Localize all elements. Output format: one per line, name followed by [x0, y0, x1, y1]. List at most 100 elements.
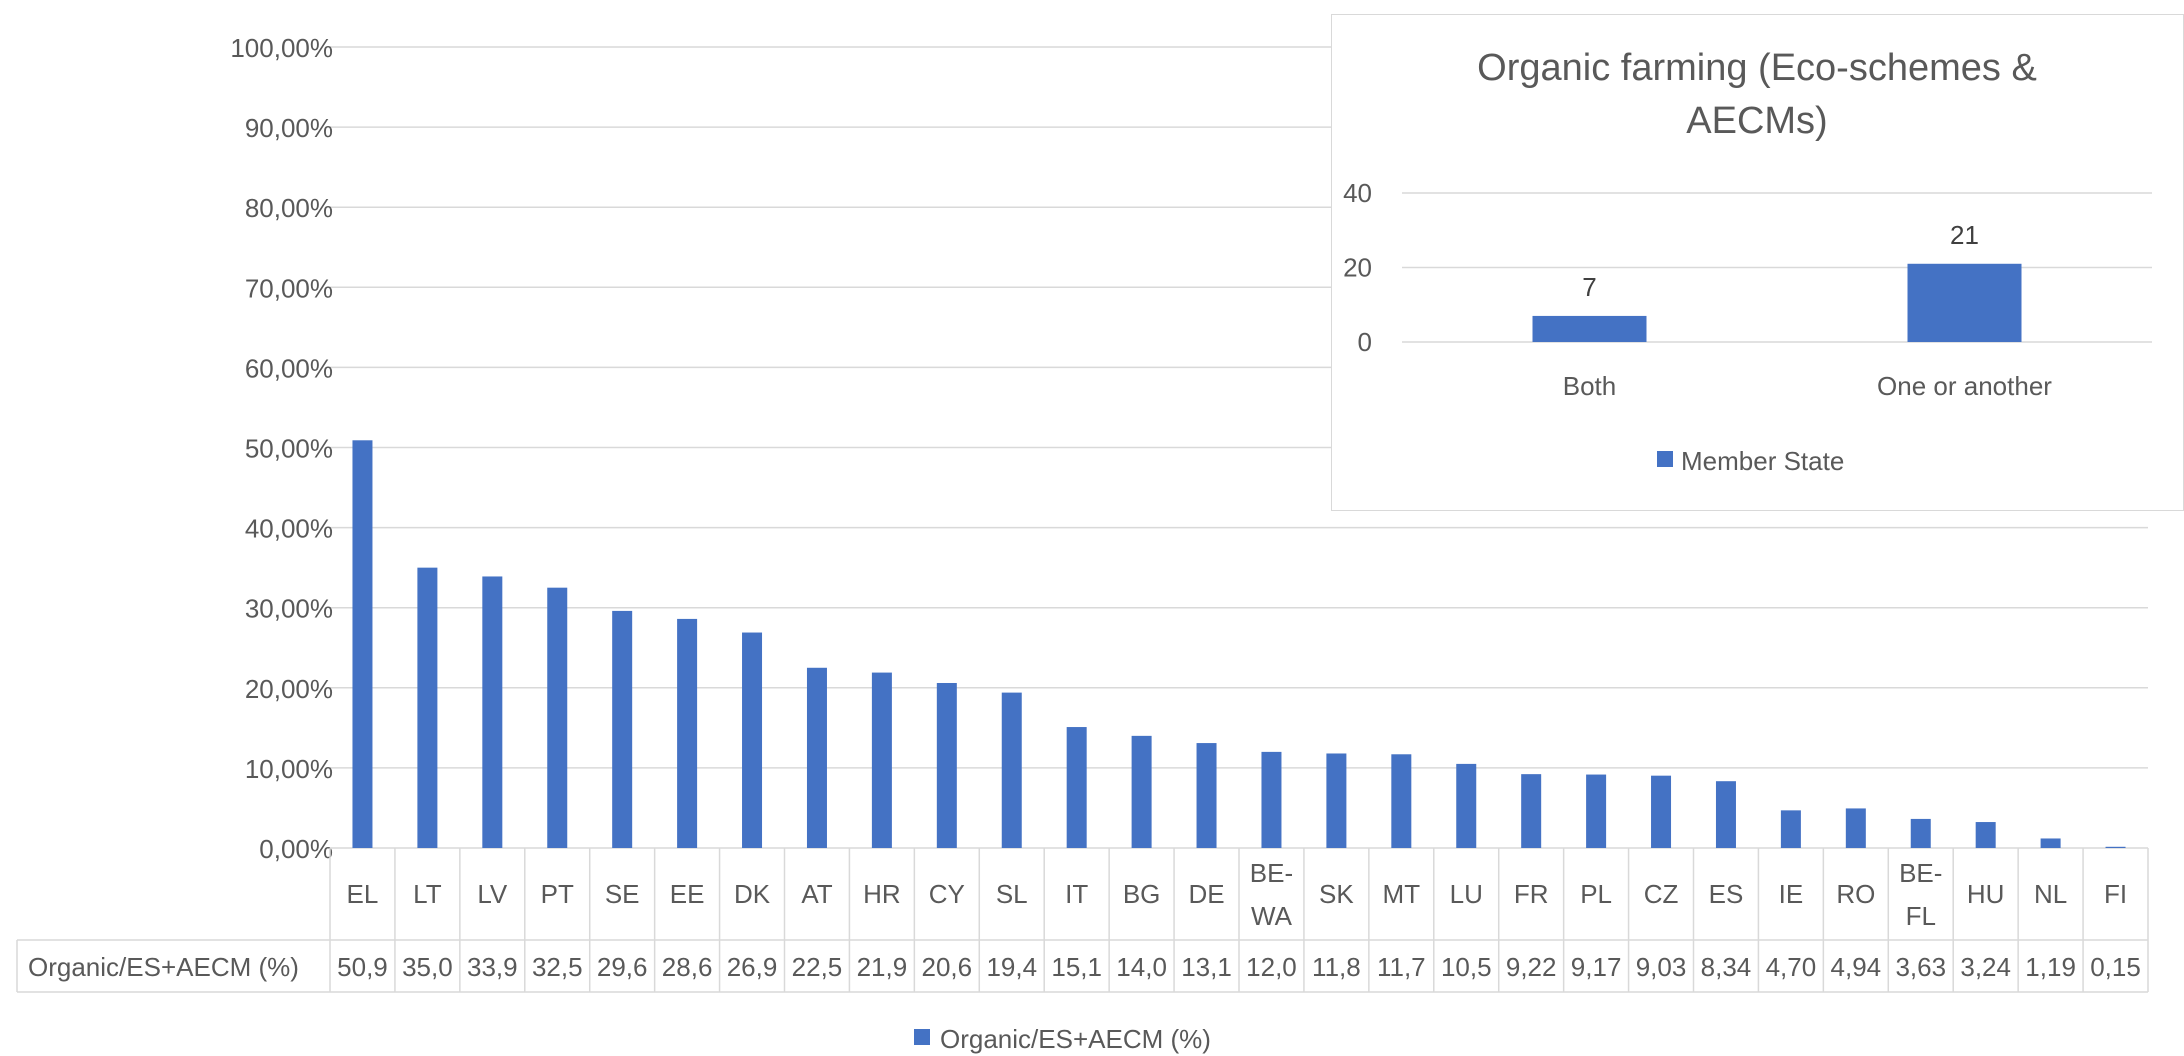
x-category-label: PL: [1580, 879, 1612, 909]
y-tick-label: 70,00%: [245, 273, 333, 303]
y-tick-label: 0,00%: [259, 834, 333, 864]
bar-es: [1715, 781, 1736, 848]
x-category-label: AT: [801, 879, 832, 909]
y-tick-label: 30,00%: [245, 594, 333, 624]
bar-de: [1196, 743, 1217, 848]
bar-nl: [2040, 838, 2061, 848]
x-category-label: PT: [541, 879, 574, 909]
bar-ro: [1845, 808, 1866, 848]
x-category-label: FI: [2104, 879, 2127, 909]
y-tick-label: 40,00%: [245, 514, 333, 544]
table-value: 11,8: [1312, 952, 1361, 982]
table-value: 13,1: [1181, 952, 1232, 982]
x-category-label: BE-FL: [1899, 858, 1942, 931]
table-value: 9,03: [1636, 952, 1687, 982]
bar-hu: [1975, 822, 1996, 848]
x-category-label: LV: [477, 879, 508, 909]
x-category-label: RO: [1836, 879, 1875, 909]
inset-y-tick-label: 40: [1343, 178, 1372, 208]
y-tick-label: 10,00%: [245, 754, 333, 784]
y-tick-label: 80,00%: [245, 193, 333, 223]
x-category-label: CZ: [1644, 879, 1679, 909]
bar-bg: [1131, 735, 1152, 848]
legend-swatch: [914, 1029, 930, 1045]
table-value: 33,9: [467, 952, 518, 982]
y-tick-label: 100,00%: [230, 33, 333, 63]
table-value: 29,6: [597, 952, 648, 982]
bar-el: [352, 440, 373, 848]
inset-legend-swatch: [1657, 451, 1673, 467]
table-value: 9,17: [1571, 952, 1622, 982]
x-category-label: IT: [1065, 879, 1088, 909]
bar-lv: [482, 576, 503, 848]
table-value: 50,9: [337, 952, 388, 982]
data-table: [16, 847, 2149, 993]
table-value: 3,63: [1895, 952, 1946, 982]
table-value: 11,7: [1377, 952, 1426, 982]
bar-sk: [1326, 753, 1347, 848]
inset-bar-chart: Organic farming (Eco-schemes & AECMs) 0 20 4…: [1343, 47, 2152, 476]
inset-data-label: 21: [1950, 220, 1979, 250]
bar-mt: [1391, 754, 1412, 848]
x-category-label: SK: [1319, 879, 1354, 909]
bar-be-fl: [1910, 818, 1931, 848]
bar-at: [806, 667, 827, 848]
y-tick-label: 60,00%: [245, 353, 333, 383]
table-value: 9,22: [1506, 952, 1557, 982]
x-category-label: EE: [670, 879, 705, 909]
bar-dk: [742, 632, 763, 848]
x-category-label: BE-WA: [1250, 858, 1293, 931]
y-tick-label: 20,00%: [245, 674, 333, 704]
bar-ee: [677, 618, 698, 848]
inset-y-tick-label: 20: [1343, 253, 1372, 283]
bar-be-wa: [1261, 751, 1282, 848]
legend: Organic/ES+AECM (%): [914, 1024, 1211, 1054]
bar-fi: [2105, 846, 2126, 848]
bar-hr: [871, 672, 892, 848]
bar-lu: [1456, 763, 1477, 848]
table-value: 15,1: [1051, 952, 1102, 982]
table-value: 19,4: [986, 952, 1037, 982]
inset-chart-title: Organic farming (Eco-schemes &: [1477, 47, 2037, 89]
x-category-label: FR: [1514, 879, 1549, 909]
bar-it: [1066, 727, 1087, 848]
table-row-label: Organic/ES+AECM (%): [28, 952, 299, 982]
table-value: 32,5: [532, 952, 583, 982]
inset-category-label: Both: [1563, 371, 1617, 401]
x-category-label: SE: [605, 879, 640, 909]
inset-chart-title: AECMs): [1686, 100, 1827, 142]
x-category-label: DK: [734, 879, 771, 909]
table-value: 22,5: [792, 952, 843, 982]
table-value: 35,0: [402, 952, 453, 982]
bar-pl: [1586, 774, 1607, 848]
table-value: 26,9: [727, 952, 778, 982]
x-category-label: DE: [1188, 879, 1224, 909]
bar-fr: [1521, 774, 1542, 848]
x-category-label: SL: [996, 879, 1028, 909]
bar-cy: [936, 682, 957, 848]
bar-cz: [1651, 775, 1672, 848]
table-value: 14,0: [1116, 952, 1167, 982]
table-value: 28,6: [662, 952, 713, 982]
x-category-label: LU: [1450, 879, 1483, 909]
inset-bar: [1907, 263, 2022, 342]
table-value: 0,15: [2090, 952, 2141, 982]
x-category-label: BG: [1123, 879, 1161, 909]
inset-chart-panel: Organic farming (Eco-schemes & AECMs) 0 20 4…: [1331, 14, 2184, 511]
inset-legend-label: Member State: [1681, 446, 1844, 476]
inset-y-tick-label: 0: [1358, 327, 1372, 357]
table-value: 20,6: [922, 952, 973, 982]
legend-label: Organic/ES+AECM (%): [940, 1024, 1211, 1054]
bar-sl: [1001, 692, 1022, 848]
x-category-label: LT: [413, 879, 442, 909]
table-value: 12,0: [1246, 952, 1297, 982]
table-value: 1,19: [2025, 952, 2076, 982]
table-value: 10,5: [1441, 952, 1492, 982]
x-category-label: HR: [863, 879, 901, 909]
table-value: 21,9: [857, 952, 908, 982]
x-category-label: IE: [1779, 879, 1804, 909]
y-tick-label: 90,00%: [245, 113, 333, 143]
inset-category-label: One or another: [1877, 371, 2052, 401]
x-category-label: NL: [2034, 879, 2067, 909]
